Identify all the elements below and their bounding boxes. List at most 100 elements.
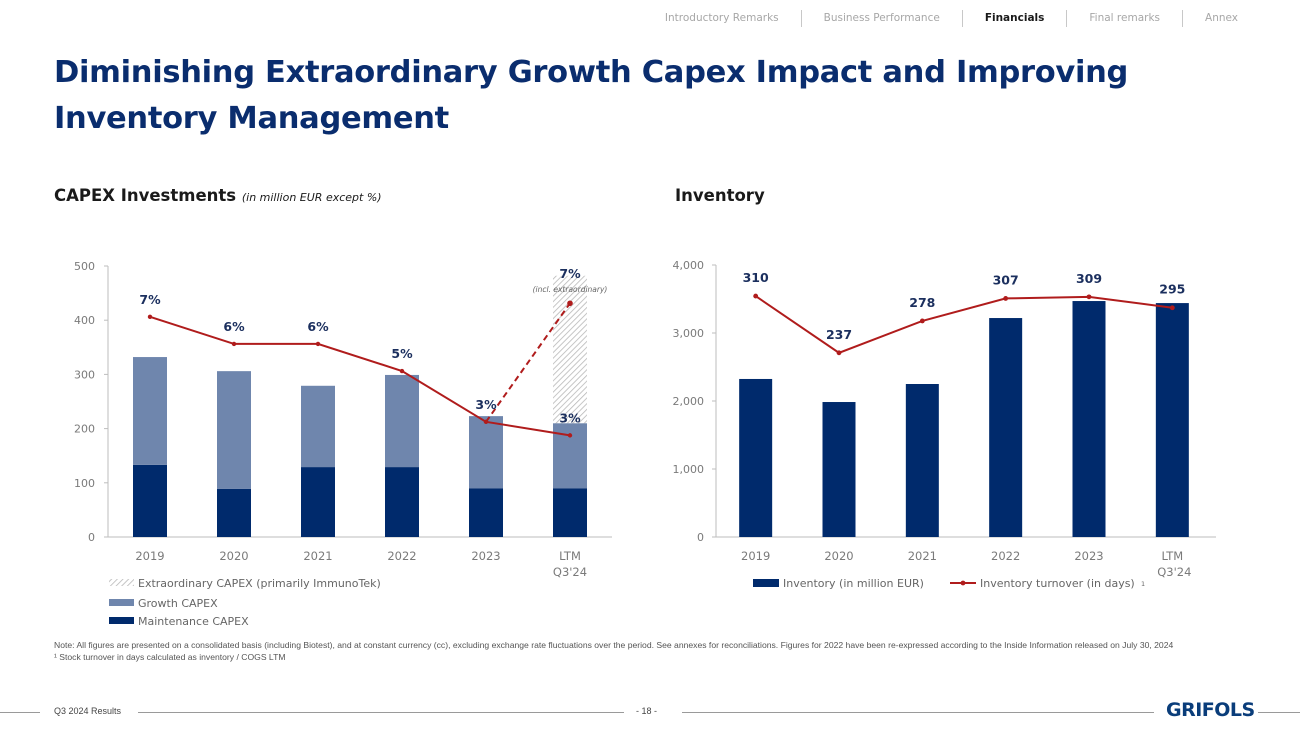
footer-report-label: Q3 2024 Results: [54, 706, 122, 716]
footer-divider: [0, 712, 40, 713]
y-tick-label: 2,000: [673, 395, 705, 408]
bar-growth-capex: [301, 385, 335, 468]
x-tick-label: 2019: [135, 549, 164, 563]
bar-extraordinary-capex: [553, 275, 587, 424]
x-tick-label: 2021: [908, 549, 937, 563]
bar-inventory: [739, 378, 773, 537]
note-text: Note: All figures are presented on a con…: [54, 640, 1174, 650]
bar-inventory: [822, 402, 856, 537]
y-tick-label: 4,000: [673, 259, 705, 272]
line-inventory-turnover: [755, 295, 1173, 354]
legend-label: Extraordinary CAPEX (primarily ImmunoTek…: [138, 577, 381, 590]
bar-inventory: [989, 318, 1023, 537]
x-tick-label: LTM: [559, 549, 581, 563]
x-tick-label: 2021: [303, 549, 332, 563]
legend-swatch-growth: [109, 599, 134, 606]
bar-maintenance-capex: [133, 464, 167, 537]
y-tick-label: 300: [74, 368, 95, 381]
nav-separator: [1066, 9, 1068, 27]
bar-growth-capex: [385, 374, 419, 468]
capex-chart: 0 100 200 300 400 500 2019 2020 2021 2022 2023 LTM Q…: [74, 260, 612, 628]
y-tick-label: 0: [88, 531, 95, 544]
line-point: [315, 341, 321, 347]
line-point: [919, 318, 925, 324]
x-tick-label: 2022: [991, 549, 1020, 563]
line-point: [231, 341, 237, 347]
nav-item-financials[interactable]: Financials: [984, 12, 1045, 24]
legend-footnote-marker: 1: [1141, 580, 1145, 588]
bar-maintenance-capex: [301, 467, 335, 537]
data-label-percent: 6%: [307, 319, 329, 334]
line-point: [147, 314, 153, 320]
bar-growth-capex: [469, 416, 503, 489]
x-tick-label: 2020: [824, 549, 853, 563]
data-label-extraordinary: 7%: [559, 266, 581, 281]
x-tick-label: Q3'24: [553, 565, 587, 579]
bar-inventory: [1072, 301, 1106, 537]
line-point: [836, 350, 842, 356]
footnote-text: ¹ Stock turnover in days calculated as i…: [54, 652, 286, 662]
bar-inventory: [1155, 303, 1189, 537]
capex-title: CAPEX Investments: [54, 186, 237, 205]
nav-separator: [1182, 9, 1184, 27]
footer-divider: [1258, 712, 1300, 713]
line-capex-percent: [149, 315, 571, 437]
nav-separator: [800, 9, 802, 27]
footer-divider: [682, 712, 1154, 713]
capex-subtitle: (in million EUR except %): [241, 191, 382, 204]
y-tick-label: 400: [74, 314, 95, 327]
line-point: [753, 293, 759, 299]
legend-swatch-hatched: [109, 579, 134, 586]
nav-separator: [961, 9, 963, 27]
data-label-percent: 6%: [223, 319, 245, 334]
bar-maintenance-capex: [217, 488, 251, 537]
bar-growth-capex: [217, 371, 251, 489]
x-tick-label: 2023: [471, 549, 500, 563]
line-point: [1169, 305, 1175, 311]
y-tick-label: 1,000: [673, 463, 705, 476]
y-tick-label: 0: [697, 531, 704, 544]
legend-swatch-maintenance: [109, 617, 134, 624]
line-extraordinary-dashed: [485, 302, 571, 423]
page-title: Diminishing Extraordinary Growth Capex I…: [54, 55, 1129, 136]
notes: Note: All figures are presented on a con…: [54, 639, 1254, 663]
data-label-days: 309: [1076, 271, 1102, 286]
footer-divider: [138, 712, 624, 713]
legend-label: Inventory turnover (in days): [980, 577, 1135, 590]
data-label-percent: 7%: [139, 292, 161, 307]
top-navigation: Introductory Remarks Business Performance…: [643, 9, 1300, 27]
legend-label: Growth CAPEX: [138, 597, 218, 610]
nav-item-introductory-remarks[interactable]: Introductory Remarks: [664, 12, 779, 24]
y-tick-label: 3,000: [673, 327, 705, 340]
legend-swatch-bar: [753, 579, 779, 587]
x-tick-label: LTM: [1161, 549, 1183, 563]
line-point: [399, 368, 405, 374]
legend-label: Inventory (in million EUR): [783, 577, 924, 590]
bar-maintenance-capex: [553, 488, 587, 537]
x-tick-label: 2019: [741, 549, 770, 563]
capex-section-title: CAPEX Investments (in million EUR except…: [54, 186, 382, 205]
data-label-percent: 3%: [475, 397, 497, 412]
y-tick-label: 200: [74, 423, 95, 436]
data-label-days: 295: [1159, 282, 1185, 297]
inventory-section-title: Inventory: [675, 186, 765, 205]
legend-swatch-marker: [960, 580, 966, 586]
nav-item-annex[interactable]: Annex: [1205, 12, 1238, 24]
nav-item-business-performance[interactable]: Business Performance: [823, 12, 940, 24]
line-point: [483, 419, 489, 425]
bar-maintenance-capex: [385, 467, 419, 537]
legend-label: Maintenance CAPEX: [138, 615, 249, 628]
data-label-percent: 5%: [391, 346, 413, 361]
x-tick-label: 2022: [387, 549, 416, 563]
data-label-percent: 3%: [559, 410, 581, 425]
page-number: - 18 -: [636, 706, 658, 716]
bar-inventory: [905, 384, 939, 537]
nav-item-final-remarks[interactable]: Final remarks: [1089, 12, 1161, 24]
line-point: [1086, 294, 1092, 300]
y-tick-label: 100: [74, 477, 95, 490]
data-label-days: 310: [743, 270, 769, 285]
x-tick-label: Q3'24: [1157, 565, 1191, 579]
x-tick-label: 2020: [219, 549, 248, 563]
bar-growth-capex: [133, 357, 167, 465]
data-label-note: (incl. extraordinary): [533, 285, 608, 294]
